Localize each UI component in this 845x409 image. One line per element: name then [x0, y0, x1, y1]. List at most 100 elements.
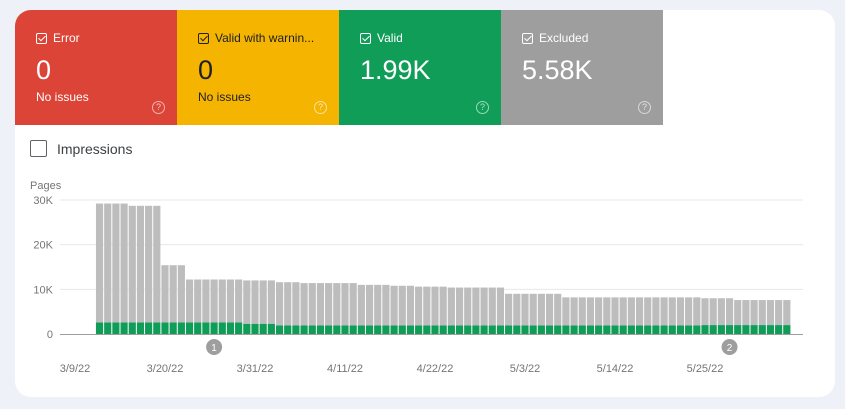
bar-valid[interactable] — [136, 322, 145, 334]
help-icon[interactable]: ? — [476, 101, 489, 114]
bar-valid[interactable] — [693, 325, 701, 334]
status-card-excluded[interactable]: Excluded 5.58K ? — [501, 10, 663, 125]
bar-excluded[interactable] — [390, 285, 398, 326]
bar-excluded[interactable] — [668, 297, 676, 326]
bar-excluded[interactable] — [472, 287, 480, 326]
bar-valid[interactable] — [627, 325, 635, 334]
bar-excluded[interactable] — [120, 203, 128, 323]
bar-excluded[interactable] — [742, 300, 750, 326]
bar-excluded[interactable] — [464, 287, 472, 326]
bar-excluded[interactable] — [685, 297, 693, 326]
bar-valid[interactable] — [537, 325, 545, 334]
bar-valid[interactable] — [341, 325, 349, 334]
bar-valid[interactable] — [365, 325, 374, 334]
bar-valid[interactable] — [382, 325, 390, 334]
bar-valid[interactable] — [554, 325, 562, 334]
bar-valid[interactable] — [431, 325, 439, 334]
status-card-error[interactable]: Error 0 No issues ? — [15, 10, 177, 125]
bar-excluded[interactable] — [349, 283, 357, 326]
bar-valid[interactable] — [398, 325, 406, 334]
bar-valid[interactable] — [464, 325, 472, 334]
bar-valid[interactable] — [660, 325, 668, 334]
help-icon[interactable]: ? — [314, 101, 327, 114]
bar-excluded[interactable] — [104, 203, 112, 323]
checkbox-checked-icon[interactable] — [522, 32, 533, 44]
bar-valid[interactable] — [226, 322, 235, 334]
bar-valid[interactable] — [758, 325, 766, 334]
bar-excluded[interactable] — [267, 280, 275, 324]
bar-excluded[interactable] — [300, 283, 308, 326]
help-icon[interactable]: ? — [152, 101, 165, 114]
bar-excluded[interactable] — [284, 282, 292, 326]
bar-valid[interactable] — [685, 325, 693, 334]
checkbox-checked-icon[interactable] — [360, 32, 371, 44]
bar-excluded[interactable] — [455, 287, 464, 326]
bar-excluded[interactable] — [529, 293, 537, 326]
bar-excluded[interactable] — [480, 287, 488, 326]
bar-excluded[interactable] — [243, 280, 251, 324]
bar-valid[interactable] — [652, 325, 660, 334]
bar-excluded[interactable] — [406, 285, 415, 326]
bar-excluded[interactable] — [218, 279, 226, 323]
bar-valid[interactable] — [586, 325, 595, 334]
bar-excluded[interactable] — [145, 205, 153, 323]
bar-excluded[interactable] — [611, 297, 619, 326]
bar-excluded[interactable] — [725, 298, 734, 326]
bar-valid[interactable] — [325, 325, 333, 334]
bar-valid[interactable] — [562, 325, 570, 334]
annotation-marker[interactable]: 2 — [721, 339, 738, 355]
bar-valid[interactable] — [701, 325, 709, 334]
bar-valid[interactable] — [635, 325, 644, 334]
bar-valid[interactable] — [750, 325, 758, 334]
bar-valid[interactable] — [235, 322, 243, 334]
bar-excluded[interactable] — [734, 300, 742, 326]
bar-valid[interactable] — [611, 325, 619, 334]
bar-valid[interactable] — [284, 325, 292, 334]
bar-excluded[interactable] — [635, 297, 644, 326]
bar-excluded[interactable] — [496, 287, 505, 326]
bar-valid[interactable] — [374, 325, 382, 334]
bar-excluded[interactable] — [308, 283, 316, 326]
bar-valid[interactable] — [578, 325, 586, 334]
bar-excluded[interactable] — [210, 279, 218, 323]
bar-valid[interactable] — [603, 325, 611, 334]
bar-excluded[interactable] — [365, 284, 374, 326]
bar-valid[interactable] — [259, 323, 267, 334]
bar-excluded[interactable] — [202, 279, 210, 323]
bar-valid[interactable] — [333, 325, 341, 334]
bar-valid[interactable] — [349, 325, 357, 334]
bar-excluded[interactable] — [537, 293, 545, 326]
bar-valid[interactable] — [734, 325, 742, 334]
impressions-checkbox[interactable] — [30, 140, 47, 157]
bar-excluded[interactable] — [693, 297, 701, 326]
bar-valid[interactable] — [619, 325, 627, 334]
bar-excluded[interactable] — [275, 282, 284, 326]
bar-excluded[interactable] — [95, 203, 104, 323]
bar-valid[interactable] — [505, 325, 513, 334]
status-card-valid-with-warnin[interactable]: Valid with warnin... 0 No issues ? — [177, 10, 339, 125]
bar-excluded[interactable] — [505, 293, 513, 326]
bar-excluded[interactable] — [701, 298, 709, 326]
bar-valid[interactable] — [112, 322, 120, 334]
bar-excluded[interactable] — [333, 283, 341, 326]
bar-excluded[interactable] — [627, 297, 635, 326]
checkbox-checked-icon[interactable] — [198, 32, 209, 44]
bar-excluded[interactable] — [676, 297, 685, 326]
bar-valid[interactable] — [153, 322, 161, 334]
bar-excluded[interactable] — [578, 297, 586, 326]
bar-excluded[interactable] — [374, 284, 382, 326]
bar-excluded[interactable] — [603, 297, 611, 326]
bar-valid[interactable] — [316, 325, 325, 334]
bar-valid[interactable] — [717, 325, 725, 334]
bar-valid[interactable] — [480, 325, 488, 334]
bar-valid[interactable] — [169, 322, 177, 334]
bar-valid[interactable] — [415, 325, 423, 334]
bar-valid[interactable] — [210, 322, 218, 334]
bar-excluded[interactable] — [750, 300, 758, 326]
bar-excluded[interactable] — [161, 265, 169, 323]
bar-valid[interactable] — [513, 325, 521, 334]
bar-valid[interactable] — [251, 323, 259, 334]
bar-excluded[interactable] — [136, 205, 145, 323]
bar-excluded[interactable] — [382, 284, 390, 326]
bar-valid[interactable] — [243, 323, 251, 334]
